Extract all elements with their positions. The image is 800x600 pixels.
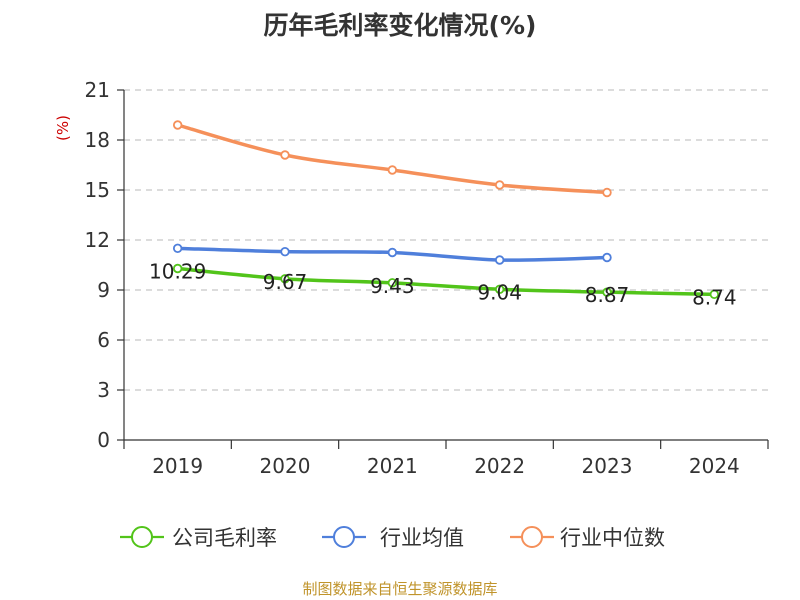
point-行业均值-2023 — [602, 252, 612, 263]
y-tick-label-15: 15 — [85, 178, 110, 202]
data-label-2024: 8.74 — [692, 285, 737, 309]
point-行业中位数-2021 — [387, 165, 398, 175]
legend-label: 公司毛利率 — [172, 526, 277, 550]
axes: 0 3 6 9 12 15 18 21 2019 2020 2021 2022 2023 2024 — [85, 78, 769, 478]
x-tick-label-2021: 2021 — [367, 454, 418, 478]
point-行业均值-2021 — [387, 247, 398, 258]
chart-title: 历年毛利率变化情况(%) — [263, 11, 537, 40]
y-tick-label-12: 12 — [85, 228, 110, 252]
point-行业中位数-2023 — [602, 187, 612, 198]
point-行业中位数-2022 — [494, 180, 505, 190]
y-tick-label-9: 9 — [97, 278, 110, 302]
point-公司毛利率-2020 — [280, 274, 290, 284]
y-tick-label-21: 21 — [85, 78, 110, 102]
legend-item-公司毛利率: 公司毛利率 — [120, 526, 277, 550]
legend-swatch-marker — [131, 526, 153, 548]
data-label-2022: 9.04 — [477, 280, 522, 304]
data-label-2023: 8.87 — [585, 283, 630, 307]
point-行业中位数-2019 — [172, 120, 183, 130]
x-tick-label-2024: 2024 — [689, 454, 740, 478]
series-line-行业中位数 — [175, 123, 609, 195]
data-label-2021: 9.43 — [370, 274, 415, 298]
y-axis-unit-label: (%) — [54, 115, 72, 141]
x-tick-label-2023: 2023 — [582, 454, 633, 478]
point-公司毛利率-2023 — [602, 287, 612, 297]
y-tick-label-3: 3 — [97, 378, 110, 402]
grid-lines — [124, 89, 768, 391]
x-tick-label-2020: 2020 — [260, 454, 311, 478]
point-行业均值-2020 — [280, 246, 290, 257]
legend-swatch-marker — [333, 526, 355, 548]
series-lines — [172, 120, 720, 300]
point-行业均值-2022 — [494, 255, 505, 265]
y-tick-label-0: 0 — [97, 428, 110, 452]
legend-item-行业中位数: 行业中位数 — [510, 526, 665, 550]
legend-label: 行业均值 — [380, 526, 464, 550]
data-label-2020: 9.67 — [263, 270, 308, 294]
y-tick-label-6: 6 — [97, 328, 110, 352]
legend: 公司毛利率 行业均值 行业中位数 — [120, 526, 665, 550]
point-公司毛利率-2019 — [172, 263, 183, 274]
x-tick-label-2019: 2019 — [152, 454, 203, 478]
legend-item-行业均值: 行业均值 — [322, 526, 464, 550]
point-公司毛利率-2024 — [709, 289, 720, 300]
data-source-note: 制图数据来自恒生聚源数据库 — [302, 580, 498, 598]
point-公司毛利率-2022 — [494, 284, 505, 295]
point-行业均值-2019 — [172, 243, 183, 254]
legend-label: 行业中位数 — [560, 526, 665, 550]
x-tick-label-2022: 2022 — [474, 454, 525, 478]
point-行业中位数-2020 — [280, 150, 290, 160]
point-公司毛利率-2021 — [387, 278, 398, 288]
data-labels: 10.29 9.67 9.43 9.04 8.87 8.74 — [149, 260, 737, 310]
data-label-2019: 10.29 — [149, 260, 206, 284]
series-line-公司毛利率 — [175, 266, 717, 297]
y-tick-label-18: 18 — [85, 128, 110, 152]
legend-swatch-marker — [521, 526, 543, 548]
